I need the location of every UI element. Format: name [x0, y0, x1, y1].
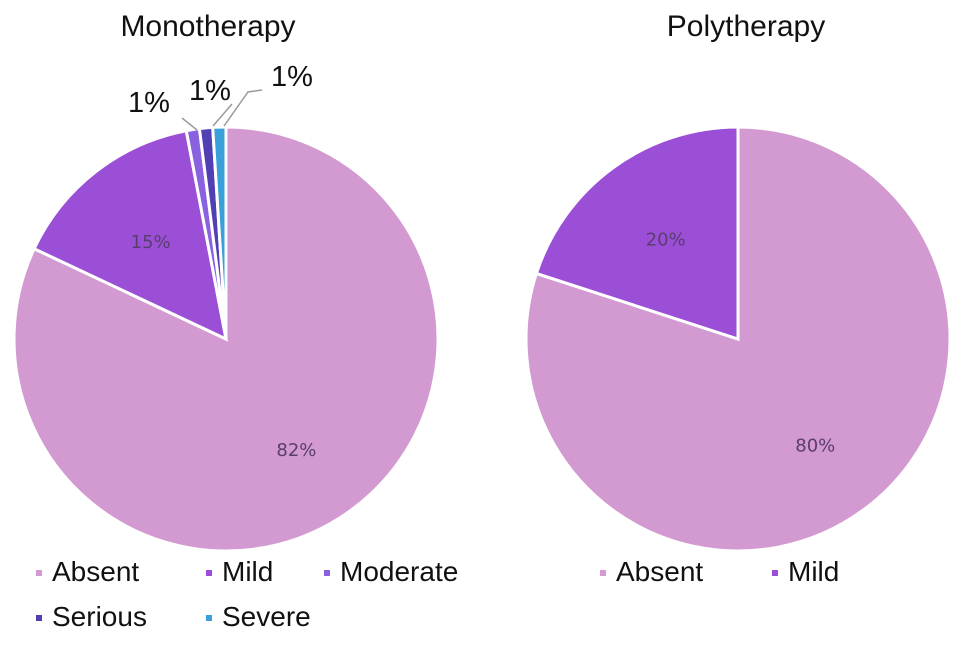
legend-label: Moderate: [340, 556, 458, 587]
legend-label: Absent: [52, 556, 139, 587]
legend-label: Mild: [222, 556, 273, 587]
leader-line: [212, 103, 233, 127]
legend-swatch: [206, 570, 212, 576]
legend-item-serious: Serious: [36, 601, 147, 632]
leader-line: [181, 117, 198, 131]
data-label: 80%: [795, 435, 835, 456]
legend-label: Absent: [616, 556, 703, 587]
legend-item-absent: Absent: [36, 556, 139, 587]
data-labels: 82% 15% 1% 1% 1%: [128, 61, 316, 461]
legend-item-mild: Mild: [206, 556, 273, 587]
slice-severe: [211, 125, 228, 340]
slice-mild: [32, 128, 229, 342]
legend-swatch: [324, 570, 330, 576]
legend-swatch: [206, 615, 212, 621]
legend-swatch: [36, 570, 42, 576]
legend: Absent Mild Moderate Serious Severe: [36, 556, 458, 632]
data-label: 1%: [271, 61, 313, 93]
slice-absent: [12, 125, 440, 553]
slices: [12, 125, 440, 553]
legend-label: Mild: [788, 556, 839, 587]
leader-line: [223, 89, 263, 127]
data-label: 1%: [189, 75, 231, 107]
data-label: 20%: [646, 230, 686, 251]
polytherapy-pie-chart: Polytherapy 80% 20% Absent Mild: [524, 10, 952, 587]
legend-item-absent: Absent: [600, 556, 703, 587]
slice-mild: [534, 125, 740, 342]
chart-title: Polytherapy: [667, 10, 825, 43]
legend-item-moderate: Moderate: [324, 556, 458, 587]
data-labels: 80% 20%: [646, 230, 836, 457]
data-label: 15%: [131, 232, 171, 253]
monotherapy-pie-chart: Monotherapy 82% 15% 1% 1% 1% Absent Mild Moder…: [12, 10, 458, 632]
legend-item-mild: Mild: [772, 556, 839, 587]
chart-title: Monotherapy: [120, 10, 295, 43]
legend-swatch: [36, 615, 42, 621]
data-label: 1%: [128, 87, 170, 119]
slices: [524, 125, 952, 553]
legend-label: Severe: [222, 601, 311, 632]
legend-swatch: [772, 570, 778, 576]
data-label: 82%: [276, 440, 316, 461]
legend-swatch: [600, 570, 606, 576]
legend: Absent Mild: [600, 556, 839, 587]
legend-item-severe: Severe: [206, 601, 311, 632]
legend-label: Serious: [52, 601, 147, 632]
